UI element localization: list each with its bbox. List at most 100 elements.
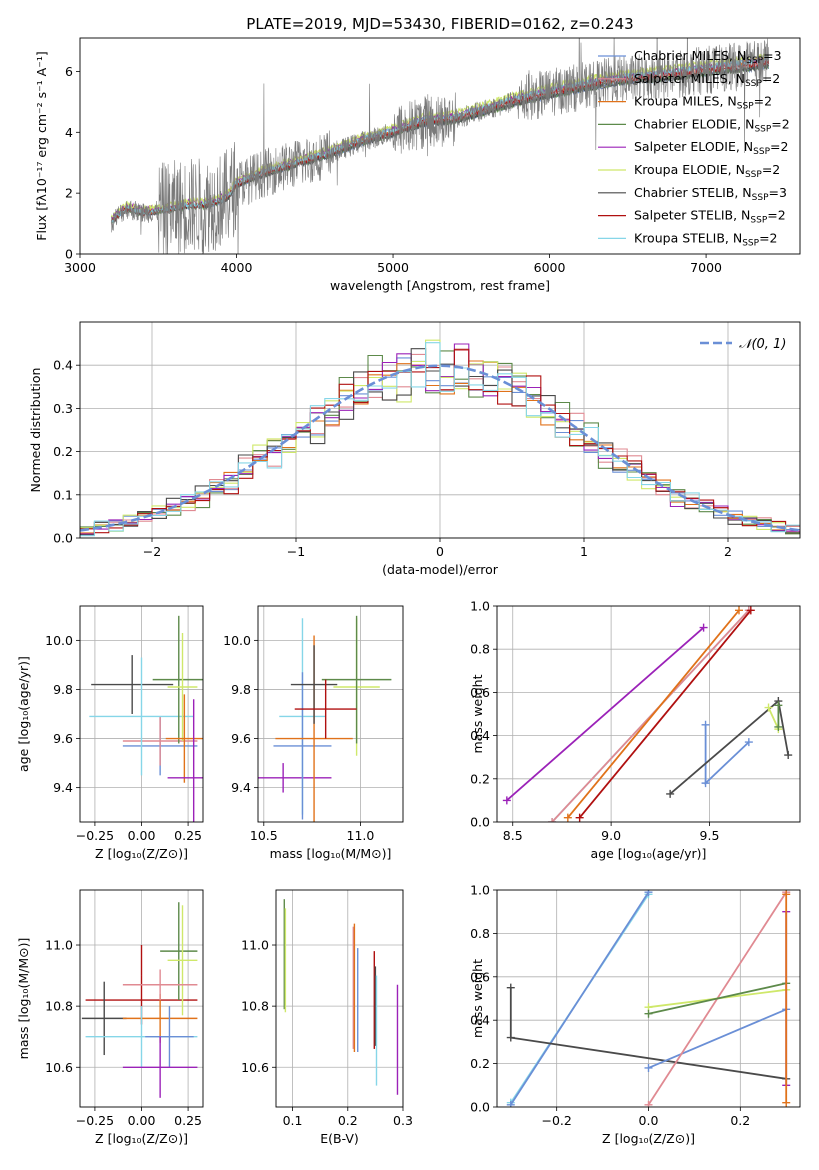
y-tick-label: 0.0	[470, 1100, 490, 1115]
errorbar-salpeter_elodie	[167, 699, 203, 822]
y-tick-label: 1.0	[470, 883, 490, 898]
series-line	[567, 609, 740, 819]
y-tick-label: 0.0	[470, 815, 490, 830]
gaussian-curve	[80, 364, 800, 532]
y-tick-label: 0.2	[53, 444, 73, 459]
legend-label: Salpeter MILES, NSSP=2	[634, 71, 780, 89]
errorbar-kroupa_elodie	[167, 905, 198, 1016]
y-tick-label: 0	[65, 247, 73, 262]
legend-label: Chabrier MILES, NSSP=3	[634, 48, 782, 66]
series-marker	[774, 701, 783, 710]
x-tick-label: 2	[724, 544, 732, 559]
series-line	[510, 891, 650, 1106]
panel-7: 0.1 0.2 0.3 10.6 10.8 11.0 E(B-V)	[241, 889, 413, 1146]
x-tick-label: 0.25	[174, 1113, 202, 1128]
series-line	[506, 626, 705, 802]
x-tick-label: 0.0	[639, 1113, 659, 1128]
panel-1: 3000 4000 5000 6000 7000 0 2 4 6 wavelength [Angs…	[34, 15, 801, 293]
series-marker	[666, 789, 675, 798]
series-marker	[701, 779, 710, 788]
x-axis-label: (data-model)/error	[382, 562, 499, 577]
legend-label: Salpeter STELIB, NSSP=2	[634, 208, 786, 226]
errorbar-kroupa_elodie	[167, 633, 198, 741]
x-tick-label: 0.2	[338, 1113, 358, 1128]
y-axis-label: mass weight	[470, 674, 485, 753]
x-tick-label: 11.0	[347, 828, 375, 843]
histogram-kroupa_stelib	[80, 342, 800, 537]
y-axis-label: mass [log₁₀(M/M⊙)]	[16, 938, 31, 1060]
errorbar-chabrier_stelib	[290, 645, 338, 724]
y-tick-label: 0.4	[470, 1013, 490, 1028]
axes-frame	[496, 889, 801, 1108]
series-line	[767, 707, 780, 730]
series-line	[578, 609, 752, 819]
legend: 𝒩(0, 1)	[700, 337, 786, 352]
series-line	[551, 609, 750, 822]
series-marker	[644, 1063, 653, 1072]
series-marker	[782, 890, 791, 899]
y-axis-label: Normed distribution	[28, 368, 43, 493]
errorbar-salpeter_elodie	[122, 1036, 198, 1098]
y-tick-label: 10.0	[223, 633, 251, 648]
y-tick-label: 1.0	[470, 599, 490, 614]
axes-frame	[79, 605, 204, 823]
series-marker	[764, 703, 773, 712]
series-marker	[506, 983, 515, 992]
y-tick-label: 2	[65, 186, 73, 201]
series-chabrier_miles	[644, 1005, 791, 1072]
series-marker	[644, 890, 653, 897]
panel-6: −0.25 0.00 0.25 10.6 10.8 11.0 Z [log₁₀(Z/Z⊙)]…	[16, 889, 204, 1146]
series-kroupa_miles	[782, 890, 791, 1107]
x-tick-label: −1	[287, 544, 305, 559]
series-marker	[644, 1100, 653, 1107]
series-marker	[548, 818, 557, 822]
x-tick-label: 0	[436, 544, 444, 559]
y-tick-label: 0.8	[470, 926, 490, 941]
series-marker	[506, 1033, 515, 1042]
x-axis-label: age [log₁₀(age/yr)]	[591, 846, 707, 861]
panel-4: 10.5 11.0 9.4 9.6 9.8 10.0 mass [log₁₀(M/M⊙)]	[223, 605, 404, 861]
x-tick-label: 6000	[534, 260, 566, 275]
x-tick-label: −0.25	[76, 1113, 114, 1128]
y-tick-label: 9.6	[231, 731, 251, 746]
y-tick-label: 10.8	[241, 999, 269, 1014]
y-tick-label: 0.1	[53, 487, 73, 502]
errorbar-chabrier_miles	[145, 1006, 194, 1068]
y-tick-label: 0.6	[470, 685, 490, 700]
x-tick-label: 0.2	[730, 1113, 750, 1128]
errorbar-chabrier_elodie	[321, 615, 392, 744]
plot-area	[258, 606, 403, 822]
series-marker	[699, 623, 708, 632]
x-tick-label: 10.5	[250, 828, 278, 843]
y-axis-label: age [log₁₀(age/yr)]	[16, 656, 31, 772]
plot-area	[110, 38, 770, 254]
x-axis-label: Z [log₁₀(Z/Z⊙)]	[95, 846, 188, 861]
x-axis-label: Z [log₁₀(Z/Z⊙)]	[95, 1131, 188, 1146]
panel-3: −0.25 0.00 0.25 9.4 9.6 9.8 10.0 Z [log₁₀(Z/Z⊙)…	[16, 605, 204, 861]
x-tick-label: −2	[143, 544, 161, 559]
y-tick-label: 9.8	[53, 682, 73, 697]
errorbar-chabrier_miles	[273, 672, 332, 820]
y-tick-label: 4	[65, 125, 73, 140]
series-chabrier_elodie	[774, 701, 783, 731]
series-marker	[746, 606, 755, 615]
legend-label: Kroupa MILES, NSSP=2	[634, 94, 772, 112]
errorbar-salpeter_stelib	[294, 679, 357, 739]
x-axis-label: mass [log₁₀(M/M⊙)]	[270, 846, 392, 861]
errorbar-salpeter_miles	[122, 716, 198, 766]
y-tick-label: 10.6	[45, 1060, 73, 1075]
series-line	[648, 1008, 787, 1069]
y-tick-label: 0.8	[470, 642, 490, 657]
series-chabrier_stelib	[666, 697, 793, 798]
x-tick-label: 4000	[221, 260, 253, 275]
y-tick-label: 0.4	[53, 358, 73, 373]
panel-5: 8.5 9.0 9.5 0.0 0.2 0.4 0.6 0.8 1.0 age [log₁₀(ag…	[470, 599, 801, 861]
axes-frame	[79, 889, 204, 1108]
y-tick-label: 9.4	[231, 780, 251, 795]
y-tick-label: 11.0	[45, 938, 73, 953]
errorbar-chabrier_stelib	[91, 655, 174, 714]
series-marker	[701, 720, 710, 729]
series-chabrier_miles	[701, 720, 753, 788]
series-marker	[575, 813, 584, 822]
